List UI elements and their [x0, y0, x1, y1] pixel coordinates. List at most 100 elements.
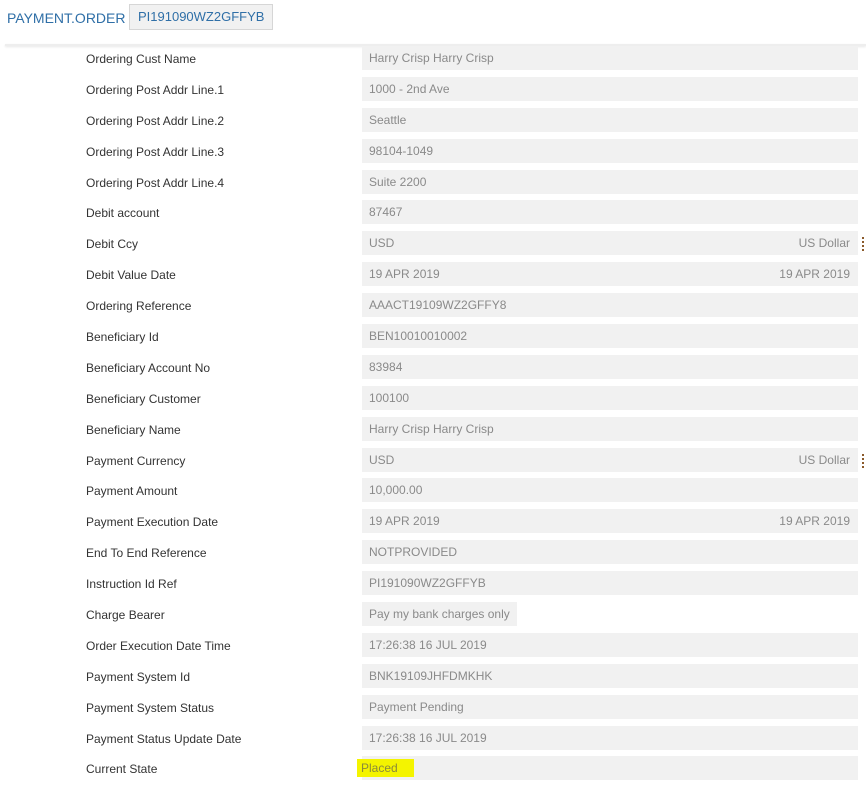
- field-row: Charge Bearer Pay my bank charges only: [0, 602, 866, 633]
- field-value: 83984: [362, 354, 858, 379]
- field-value: BEN10010010002: [362, 324, 858, 349]
- field-value-text: 98104-1049: [369, 143, 434, 158]
- field-label: Ordering Cust Name: [86, 52, 197, 66]
- field-value: Seattle: [362, 107, 858, 132]
- field-value: BNK19109JHFDMKHK: [362, 663, 858, 688]
- field-value-text: 87467: [369, 205, 403, 220]
- field-row: Payment Status Update Date 17:26:38 16 JU…: [0, 725, 866, 757]
- field-value: Placed: [357, 756, 858, 781]
- record-id-tab[interactable]: PI191090WZ2GFFYB: [129, 4, 274, 30]
- field-enrichment: US Dollar: [798, 452, 850, 467]
- field-value: 19 APR 2019 19 APR 2019: [362, 262, 858, 287]
- field-label: Debit Value Date: [86, 268, 176, 283]
- field-value-text: Harry Crisp Harry Crisp: [369, 421, 494, 436]
- field-label: Charge Bearer: [86, 608, 165, 623]
- field-value-text: Harry Crisp Harry Crisp: [369, 51, 494, 65]
- field-value-text: 19 APR 2019: [369, 267, 440, 282]
- field-value-text: 17:26:38 16 JUL 2019: [369, 637, 487, 652]
- field-value: PI191090WZ2GFFYB: [362, 571, 858, 596]
- field-row: Payment System Status Payment Pending: [0, 694, 866, 726]
- field-value-text: NOTPROVIDED: [369, 545, 458, 560]
- field-value: USD US Dollar: [362, 231, 858, 256]
- field-value-text: 10,000.00: [369, 483, 423, 498]
- field-row: Payment Execution Date 19 APR 2019 19 APR …: [0, 509, 866, 540]
- field-value: AAACT19109WZ2GFFY8: [362, 293, 858, 318]
- field-row: Ordering Reference AAACT19109WZ2GFFY8: [0, 293, 866, 324]
- field-value: 98104-1049: [362, 138, 858, 163]
- field-value: Harry Crisp Harry Crisp: [362, 416, 858, 441]
- field-value-text: 19 APR 2019: [369, 514, 440, 529]
- field-row: Beneficiary Account No 83984: [0, 354, 866, 386]
- field-row: Instruction Id Ref PI191090WZ2GFFYB: [0, 571, 866, 602]
- field-row: Beneficiary Name Harry Crisp Harry Crisp: [0, 416, 866, 448]
- field-row: End To End Reference NOTPROVIDED: [0, 540, 866, 571]
- field-row: Payment Currency USD US Dollar: [0, 447, 866, 479]
- field-row: Debit account 87467: [0, 200, 866, 231]
- field-row: Beneficiary Id BEN10010010002: [0, 324, 866, 355]
- field-value-text: 100100: [369, 390, 410, 405]
- field-value: 100100: [362, 385, 858, 410]
- field-row: Payment System Id BNK19109JHFDMKHK: [0, 663, 866, 695]
- field-label: Payment System Status: [86, 700, 215, 715]
- field-label: Debit account: [86, 206, 160, 221]
- header: PAYMENT.ORDER PI191090WZ2GFFYB: [0, 0, 866, 44]
- field-label: Instruction Id Ref: [86, 577, 177, 592]
- field-value: Payment Pending: [362, 694, 858, 719]
- highlighted-state: Placed: [357, 759, 414, 778]
- field-label: Beneficiary Account No: [86, 360, 211, 375]
- field-value-text: BNK19109JHFDMKHK: [369, 668, 493, 683]
- field-value: 19 APR 2019 19 APR 2019: [362, 509, 858, 534]
- more-options-icon[interactable]: [862, 453, 866, 468]
- field-value-text: PI191090WZ2GFFYB: [369, 576, 486, 591]
- field-value-text: Seattle: [369, 112, 407, 127]
- field-value: 87467: [362, 200, 858, 225]
- field-value-text: Suite 2200: [369, 174, 427, 189]
- field-value: 10,000.00: [362, 478, 858, 503]
- field-value-text: Pay my bank charges only: [369, 607, 510, 622]
- field-label: Beneficiary Id: [86, 330, 159, 345]
- field-row: Ordering Post Addr Line.3 98104-1049: [0, 138, 866, 170]
- field-row: Ordering Post Addr Line.2 Seattle: [0, 107, 866, 139]
- field-enrichment: US Dollar: [798, 236, 850, 251]
- field-enrichment: 19 APR 2019: [779, 267, 850, 282]
- field-row: Current State Placed: [0, 756, 866, 787]
- field-value-text: Payment Pending: [369, 699, 464, 714]
- field-enrichment: 19 APR 2019: [779, 514, 850, 529]
- field-row: Ordering Post Addr Line.1 1000 - 2nd Ave: [0, 76, 866, 108]
- field-label: Order Execution Date Time: [86, 638, 231, 653]
- field-row: Payment Amount 10,000.00: [0, 478, 866, 509]
- field-label: Ordering Post Addr Line.4: [86, 175, 225, 190]
- field-value: Harry Crisp Harry Crisp: [362, 46, 858, 70]
- field-row: Debit Ccy USD US Dollar: [0, 231, 866, 262]
- field-label: Payment Status Update Date: [86, 731, 242, 746]
- field-label: Payment Amount: [86, 484, 178, 499]
- field-value: Suite 2200: [362, 169, 858, 194]
- more-options-icon[interactable]: [862, 237, 866, 252]
- field-label: Payment System Id: [86, 669, 191, 684]
- field-row: Ordering Cust Name Harry Crisp Harry Cris…: [0, 46, 866, 77]
- field-value: 17:26:38 16 JUL 2019: [362, 725, 858, 750]
- field-label: Ordering Reference: [86, 299, 192, 314]
- field-label: End To End Reference: [86, 546, 207, 561]
- field-row: Order Execution Date Time 17:26:38 16 JUL…: [0, 632, 866, 664]
- field-value-text: AAACT19109WZ2GFFY8: [369, 298, 507, 313]
- field-label: Beneficiary Customer: [86, 391, 201, 406]
- field-value-text: USD: [369, 452, 395, 467]
- field-row: Beneficiary Customer 100100: [0, 385, 866, 417]
- field-list: Ordering Cust Name Harry Crisp Harry Cris…: [0, 46, 866, 787]
- field-value: NOTPROVIDED: [362, 540, 858, 565]
- field-label: Payment Currency: [86, 453, 186, 468]
- field-value-text: USD: [369, 236, 395, 251]
- field-value: USD US Dollar: [362, 447, 858, 472]
- field-value-text: 1000 - 2nd Ave: [369, 81, 450, 96]
- field-value-text: BEN10010010002: [369, 329, 468, 344]
- field-value: 1000 - 2nd Ave: [362, 76, 858, 101]
- app-title: PAYMENT.ORDER: [7, 10, 126, 26]
- field-label: Ordering Post Addr Line.2: [86, 113, 225, 128]
- field-value-text: 17:26:38 16 JUL 2019: [369, 730, 487, 745]
- field-label: Beneficiary Name: [86, 422, 181, 437]
- field-label: Ordering Post Addr Line.3: [86, 144, 225, 159]
- field-value: 17:26:38 16 JUL 2019: [362, 632, 858, 657]
- field-label: Current State: [86, 762, 158, 777]
- field-label: Ordering Post Addr Line.1: [86, 82, 225, 97]
